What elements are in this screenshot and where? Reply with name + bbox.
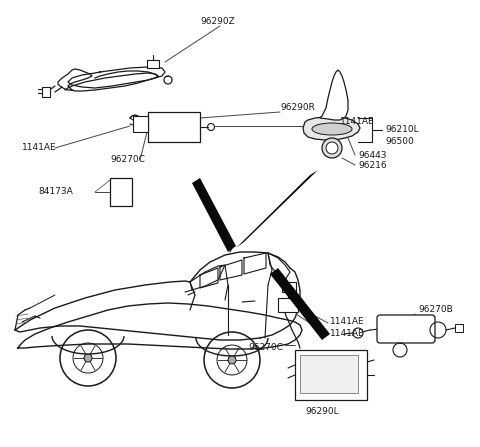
- Text: 1141AE: 1141AE: [340, 118, 374, 127]
- Polygon shape: [303, 117, 360, 140]
- Circle shape: [326, 142, 338, 154]
- Polygon shape: [270, 268, 330, 340]
- Circle shape: [84, 354, 92, 362]
- FancyBboxPatch shape: [278, 298, 298, 312]
- FancyBboxPatch shape: [133, 116, 148, 132]
- Text: 96270C: 96270C: [248, 343, 283, 353]
- FancyBboxPatch shape: [295, 350, 367, 400]
- FancyBboxPatch shape: [455, 324, 463, 332]
- Text: 84173A: 84173A: [38, 187, 73, 197]
- Text: 96290Z: 96290Z: [200, 17, 235, 26]
- Text: 96270B: 96270B: [418, 305, 453, 315]
- Polygon shape: [192, 178, 236, 252]
- FancyBboxPatch shape: [377, 315, 435, 343]
- Circle shape: [322, 138, 342, 158]
- FancyBboxPatch shape: [110, 178, 132, 206]
- Text: 96443: 96443: [358, 151, 386, 160]
- Text: 96216: 96216: [358, 160, 386, 169]
- Text: 1141AE: 1141AE: [330, 329, 365, 338]
- Text: 96500: 96500: [385, 138, 414, 147]
- FancyBboxPatch shape: [282, 282, 296, 292]
- Ellipse shape: [312, 123, 352, 135]
- FancyBboxPatch shape: [300, 355, 358, 393]
- Text: 96290L: 96290L: [305, 408, 339, 417]
- Text: 1141AE: 1141AE: [330, 317, 365, 326]
- Polygon shape: [320, 70, 348, 120]
- Circle shape: [228, 356, 236, 364]
- Text: 1141AE: 1141AE: [22, 143, 57, 152]
- FancyBboxPatch shape: [148, 112, 200, 142]
- Text: 96210L: 96210L: [385, 126, 419, 135]
- FancyBboxPatch shape: [42, 87, 50, 97]
- Polygon shape: [236, 170, 318, 248]
- FancyBboxPatch shape: [147, 60, 159, 68]
- Text: 96290R: 96290R: [280, 104, 315, 113]
- Text: 96270C: 96270C: [110, 156, 145, 164]
